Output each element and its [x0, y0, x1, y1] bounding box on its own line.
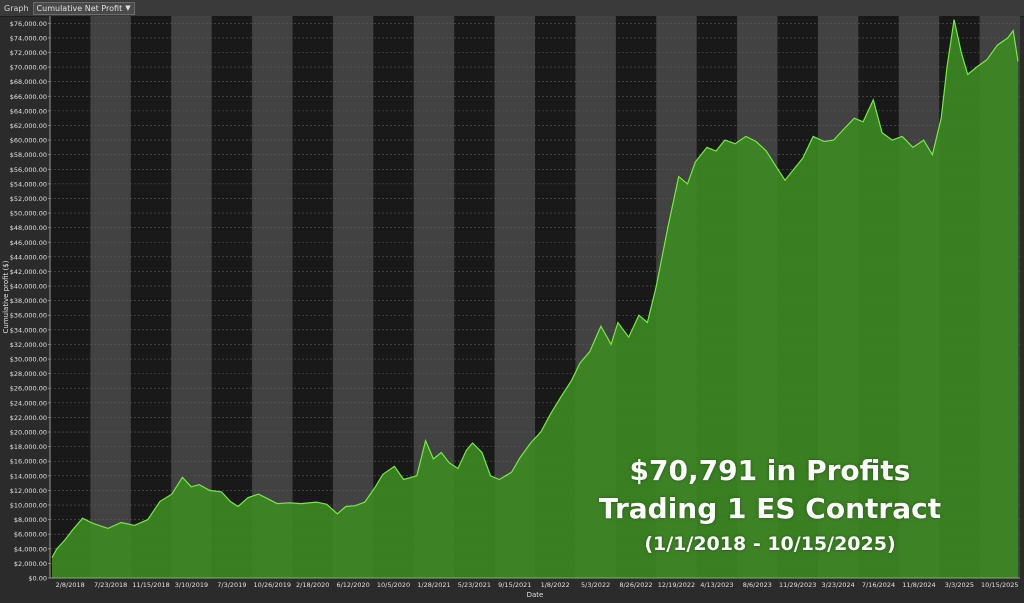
x-tick-label: 5/23/2021 — [458, 581, 491, 589]
y-tick-label: $50,000.00 — [10, 210, 47, 218]
x-tick-label: 11/15/2018 — [132, 581, 169, 589]
profit-headline: $70,791 in Profits — [629, 454, 911, 487]
date-range-note: (1/1/2018 - 10/15/2025) — [644, 533, 896, 555]
y-tick-label: $32,000.00 — [10, 341, 47, 349]
x-tick-label: 11/29/2023 — [779, 581, 816, 589]
x-tick-label: 1/28/2021 — [417, 581, 450, 589]
x-tick-label: 4/13/2023 — [700, 581, 733, 589]
profit-subheadline: Trading 1 ES Contract — [598, 492, 942, 525]
background-band — [332, 16, 374, 578]
x-tick-label: 8/6/2023 — [743, 581, 772, 589]
graph-type-select[interactable]: Cumulative Net Profit ▼ — [32, 1, 135, 15]
toolbar: Graph Cumulative Net Profit ▼ — [0, 0, 1024, 17]
x-tick-label: 1/8/2022 — [541, 581, 570, 589]
axes-layer: $0.00 $2,000.00 $4,000.00 $6,000.00 $8,000.0… — [10, 16, 1020, 589]
x-axis-label: Date — [527, 591, 544, 599]
y-tick-label: $74,000.00 — [10, 34, 47, 42]
y-tick-label: $4,000.00 — [14, 545, 47, 553]
y-tick-label: $22,000.00 — [10, 414, 47, 422]
x-tick-label: 7/23/2018 — [94, 581, 127, 589]
graph-type-value: Cumulative Net Profit — [36, 3, 123, 13]
y-tick-label: $10,000.00 — [10, 502, 47, 510]
x-tick-label: 10/5/2020 — [377, 581, 410, 589]
y-tick-label: $64,000.00 — [10, 107, 47, 115]
x-tick-label: 11/8/2024 — [902, 581, 935, 589]
y-tick-label: $70,000.00 — [10, 64, 47, 72]
y-tick-label: $24,000.00 — [10, 399, 47, 407]
y-axis-label: Cumulative profit ($) — [2, 260, 10, 333]
y-tick-label: $26,000.00 — [10, 385, 47, 393]
y-tick-label: $44,000.00 — [10, 253, 47, 261]
y-tick-label: $14,000.00 — [10, 472, 47, 480]
y-tick-label: $68,000.00 — [10, 78, 47, 86]
x-tick-label: 7/3/2019 — [217, 581, 246, 589]
y-tick-label: $38,000.00 — [10, 297, 47, 305]
x-tick-label: 10/15/2025 — [981, 581, 1018, 589]
x-tick-label: 8/26/2022 — [619, 581, 652, 589]
y-tick-label: $72,000.00 — [10, 49, 47, 57]
y-tick-label: $54,000.00 — [10, 180, 47, 188]
y-tick-label: $58,000.00 — [10, 151, 47, 159]
x-tick-label: 3/10/2019 — [175, 581, 208, 589]
y-tick-label: $76,000.00 — [10, 20, 47, 28]
x-tick-label: 2/18/2020 — [296, 581, 329, 589]
y-tick-label: $8,000.00 — [14, 516, 47, 524]
y-tick-label: $28,000.00 — [10, 370, 47, 378]
x-tick-label: 12/19/2022 — [658, 581, 695, 589]
chevron-down-icon: ▼ — [125, 3, 131, 12]
profit-line — [51, 19, 1019, 558]
x-tick-label: 3/23/2024 — [821, 581, 854, 589]
y-tick-label: $40,000.00 — [10, 283, 47, 291]
y-tick-label: $20,000.00 — [10, 429, 47, 437]
y-tick-label: $42,000.00 — [10, 268, 47, 276]
y-tick-label: $56,000.00 — [10, 166, 47, 174]
y-tick-label: $48,000.00 — [10, 224, 47, 232]
y-tick-label: $0.00 — [28, 575, 47, 583]
y-tick-label: $16,000.00 — [10, 458, 47, 466]
y-tick-label: $60,000.00 — [10, 137, 47, 145]
y-tick-label: $66,000.00 — [10, 93, 47, 101]
y-tick-label: $18,000.00 — [10, 443, 47, 451]
y-tick-label: $30,000.00 — [10, 356, 47, 364]
x-tick-label: 6/12/2020 — [336, 581, 369, 589]
y-tick-label: $62,000.00 — [10, 122, 47, 130]
x-tick-label: 7/16/2024 — [862, 581, 895, 589]
y-tick-label: $36,000.00 — [10, 312, 47, 320]
x-tick-label: 9/15/2021 — [498, 581, 531, 589]
cumulative-profit-chart: $0.00 $2,000.00 $4,000.00 $6,000.00 $8,000.0… — [2, 16, 1020, 599]
background-band — [252, 16, 293, 578]
profit-area — [52, 19, 1018, 579]
graph-label: Graph — [4, 3, 29, 13]
y-tick-label: $6,000.00 — [14, 531, 47, 539]
x-tick-label: 3/3/2025 — [945, 581, 974, 589]
y-tick-label: $2,000.00 — [14, 560, 47, 568]
x-tick-label: 5/3/2022 — [581, 581, 610, 589]
background-band — [90, 16, 131, 578]
series-layer — [51, 19, 1019, 579]
y-tick-label: $46,000.00 — [10, 239, 47, 247]
x-tick-label: 2/8/2018 — [56, 581, 85, 589]
profit-annotation: $70,791 in Profits Trading 1 ES Contract… — [570, 452, 970, 558]
y-tick-label: $52,000.00 — [10, 195, 47, 203]
y-tick-label: $12,000.00 — [10, 487, 47, 495]
x-tick-label: 10/26/2019 — [254, 581, 291, 589]
y-tick-label: $34,000.00 — [10, 326, 47, 334]
